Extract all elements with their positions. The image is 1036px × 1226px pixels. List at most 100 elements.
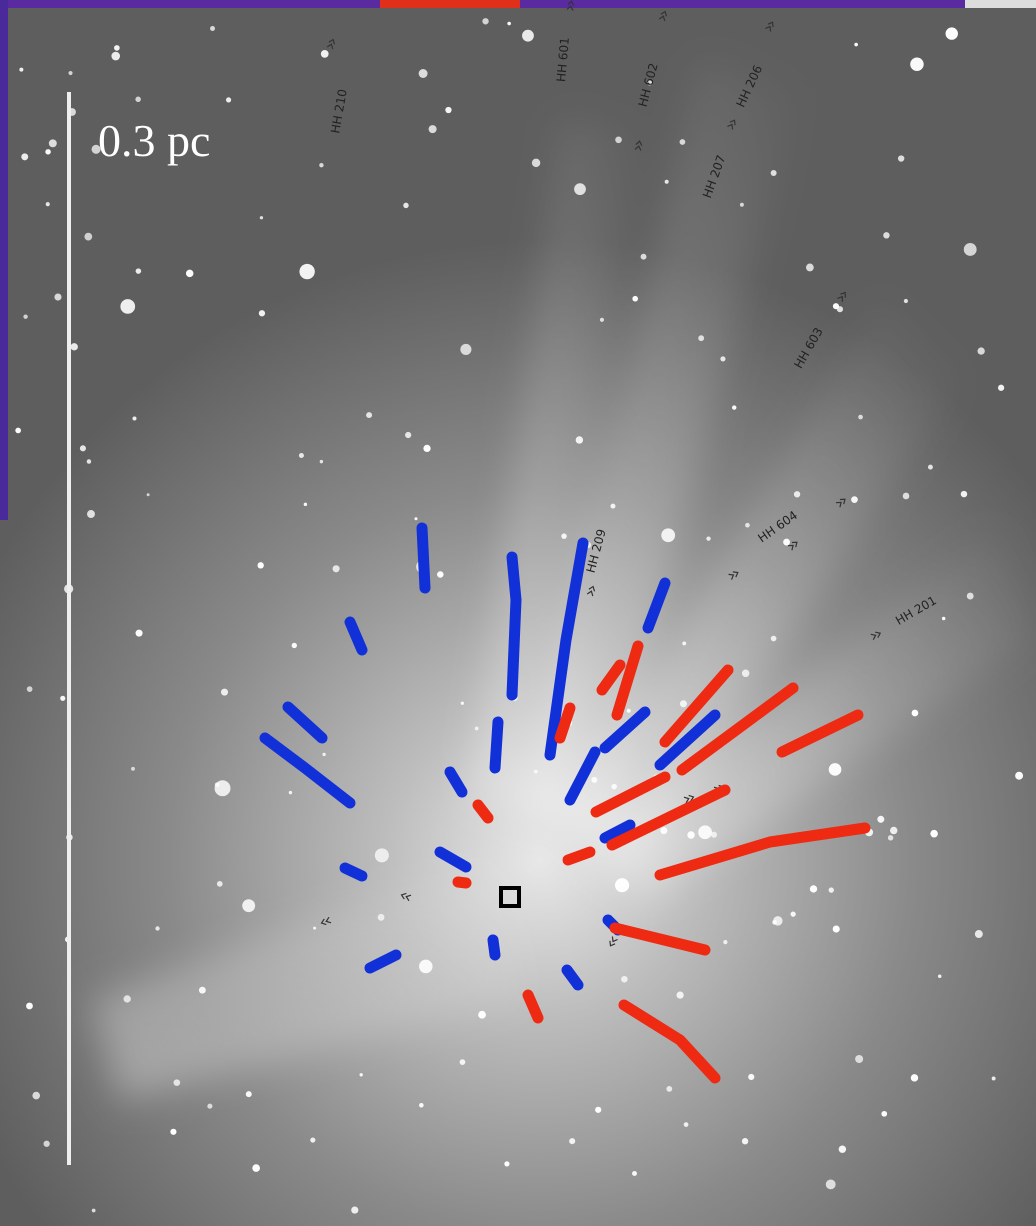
- star: [783, 539, 790, 546]
- star: [771, 170, 777, 176]
- star: [600, 318, 604, 322]
- figure: 0.3 pc HH 210HH 601HH 602HH 206HH 207HH …: [0, 0, 1036, 1226]
- star: [351, 1206, 358, 1213]
- star: [858, 415, 863, 420]
- star: [723, 940, 727, 944]
- star: [120, 299, 135, 314]
- star: [992, 1076, 996, 1080]
- star: [84, 233, 92, 241]
- star: [888, 835, 893, 840]
- star: [504, 1161, 509, 1166]
- star: [460, 344, 471, 355]
- star: [310, 1137, 315, 1142]
- star: [226, 97, 231, 102]
- star: [791, 912, 796, 917]
- star: [359, 1073, 362, 1076]
- star: [911, 1074, 918, 1081]
- outflow-streak: [568, 852, 590, 860]
- star: [591, 777, 597, 783]
- left-strip: [0, 0, 8, 520]
- star: [136, 630, 143, 637]
- star: [676, 992, 683, 999]
- star: [32, 1092, 40, 1100]
- star: [87, 459, 91, 463]
- star: [595, 1107, 601, 1113]
- star: [403, 203, 408, 208]
- star: [199, 987, 206, 994]
- star: [946, 27, 958, 39]
- star: [320, 460, 323, 463]
- star: [322, 753, 325, 756]
- star: [423, 445, 430, 452]
- star: [217, 881, 223, 887]
- star: [111, 52, 120, 61]
- star: [210, 26, 215, 31]
- star: [155, 926, 159, 930]
- star: [810, 885, 817, 892]
- star: [561, 533, 567, 539]
- star: [378, 914, 385, 921]
- star: [87, 510, 95, 518]
- star: [215, 780, 231, 796]
- star: [174, 1079, 181, 1086]
- outflow-streak: [458, 882, 466, 883]
- star: [839, 1145, 846, 1152]
- star: [742, 1138, 748, 1144]
- star: [771, 636, 777, 642]
- star: [627, 709, 631, 713]
- star: [740, 203, 744, 207]
- star: [135, 97, 140, 102]
- star: [854, 43, 858, 47]
- star: [26, 1003, 33, 1010]
- star: [147, 493, 150, 496]
- star: [829, 887, 834, 892]
- star: [46, 202, 50, 206]
- star: [170, 1129, 176, 1135]
- star: [437, 571, 443, 577]
- star: [773, 916, 782, 925]
- star: [904, 299, 908, 303]
- star: [967, 593, 974, 600]
- star: [855, 1055, 863, 1063]
- star: [666, 1086, 672, 1092]
- star: [92, 1209, 96, 1213]
- star: [246, 1091, 252, 1097]
- star: [45, 149, 50, 154]
- star: [903, 493, 910, 500]
- star: [890, 827, 897, 834]
- star: [977, 347, 984, 354]
- star: [186, 270, 193, 277]
- star: [1015, 772, 1023, 780]
- star: [136, 268, 142, 274]
- star: [610, 504, 615, 509]
- star: [898, 155, 904, 161]
- star: [928, 465, 933, 470]
- star: [698, 825, 712, 839]
- star: [21, 153, 28, 160]
- star: [80, 445, 86, 451]
- star: [574, 183, 586, 195]
- star: [114, 45, 120, 51]
- star: [252, 1164, 260, 1172]
- star: [299, 264, 314, 279]
- star: [419, 960, 433, 974]
- star: [507, 22, 511, 26]
- star: [682, 642, 686, 646]
- star: [615, 878, 629, 892]
- outflow-streak: [345, 868, 362, 876]
- star: [910, 58, 924, 72]
- star: [27, 686, 33, 692]
- star: [720, 356, 725, 361]
- star: [706, 536, 710, 540]
- star: [826, 1179, 836, 1189]
- outflow-streak: [512, 557, 516, 695]
- star: [419, 69, 428, 78]
- star: [419, 1103, 424, 1108]
- star: [912, 710, 919, 717]
- star: [665, 180, 669, 184]
- star: [478, 1011, 486, 1019]
- star: [833, 925, 840, 932]
- scale-label: 0.3 pc: [98, 115, 210, 166]
- star: [460, 1059, 466, 1065]
- star: [131, 767, 135, 771]
